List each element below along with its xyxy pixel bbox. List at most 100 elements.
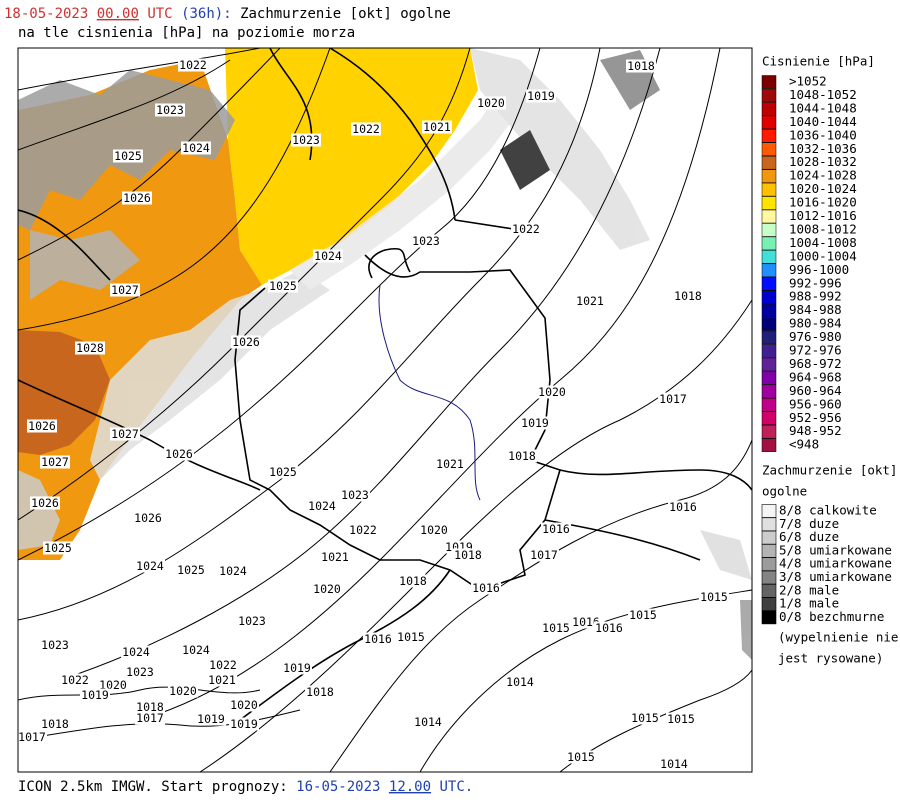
- pressure-legend-label: 1044-1048: [789, 100, 857, 115]
- isobar-label-bg: [526, 89, 556, 103]
- isobar-label-bg: [98, 678, 128, 692]
- pressure-swatch: [761, 330, 777, 345]
- isobar-label: 1024: [122, 645, 150, 659]
- isobar-label-bg: [396, 630, 426, 644]
- isobar-label: 1021: [321, 550, 349, 564]
- isobar-label-bg: [207, 673, 237, 687]
- isobar-label: 1015: [567, 750, 595, 764]
- pressure-swatch: [761, 317, 777, 331]
- isobar-label-bg: [626, 59, 656, 73]
- map-subtitle: na tle cisnienia [hPa] na poziomie morza: [18, 25, 355, 41]
- cloud-swatch: [761, 544, 777, 558]
- isobar-label-bg: [135, 711, 165, 725]
- pressure-swatch: [761, 438, 777, 452]
- isobar-label: 1022: [512, 222, 540, 236]
- isobar-label-bg: [666, 712, 696, 726]
- pressure-swatch: [761, 344, 777, 358]
- pressure-legend-label: 980-984: [789, 316, 842, 331]
- cloud-legend-label: 2/8 male: [779, 582, 839, 597]
- isobar-label-bg: [320, 550, 350, 564]
- isobar-label-bg: [419, 523, 449, 537]
- isobar-label: 1018: [508, 449, 536, 463]
- isobar-label-bg: [340, 488, 370, 502]
- pressure-area-1020: [225, 48, 478, 285]
- isobar-label: 1020: [477, 96, 505, 110]
- isobar-label: 1026: [31, 496, 59, 510]
- isobar-label: 1021: [576, 294, 604, 308]
- isobar-label: 1019: [81, 688, 109, 702]
- pressure-legend-label: 972-976: [789, 343, 842, 358]
- pressure-swatch: [761, 263, 777, 278]
- pressure-swatch: [761, 115, 777, 130]
- isobar-label-bg: [218, 564, 248, 578]
- pressure-legend-label: 964-968: [789, 369, 842, 384]
- isobar-label: 1020: [169, 684, 197, 698]
- isobar-label: 1024: [182, 141, 210, 155]
- isobar-label: 1024: [182, 643, 210, 657]
- isobar-label: 1015: [629, 608, 657, 622]
- isobar-label-bg: [529, 548, 559, 562]
- isobar-label-bg: [307, 499, 337, 513]
- isobar-label: 1025: [114, 149, 142, 163]
- isobar-label-bg: [505, 675, 535, 689]
- isobar-label: 1015: [700, 590, 728, 604]
- cloud-legend-label: 8/8 calkowite: [779, 503, 877, 518]
- start-hour: 12.00: [389, 779, 431, 795]
- isobar-label-bg: [181, 141, 211, 155]
- isobar-label: 1024: [314, 249, 342, 263]
- isobar-label: 1022: [349, 523, 377, 537]
- isobar-label: 1019: [521, 416, 549, 430]
- isobar-label: 1025: [44, 541, 72, 555]
- cloud-swatch: [761, 610, 777, 625]
- pressure-swatch: [761, 384, 777, 399]
- isobar-label: 1022: [61, 673, 89, 687]
- pressure-legend-label: 988-992: [789, 289, 842, 304]
- isobar-label: 1014: [660, 757, 688, 771]
- cloud-swatch: [761, 583, 777, 598]
- isobar-label: 1018: [627, 59, 655, 73]
- start-tz: UTC.: [439, 779, 473, 795]
- pressure-legend-label: 1020-1024: [789, 181, 857, 196]
- isobar-label: 1015: [631, 711, 659, 725]
- isobar-label-bg: [268, 279, 298, 293]
- forecast-tz: UTC: [147, 6, 172, 22]
- isobar-label: 1025: [269, 279, 297, 293]
- pressure-legend-title: Cisnienie [hPa]: [762, 54, 875, 69]
- pressure-legend-label: >1052: [789, 74, 827, 89]
- pressure-swatch: [761, 182, 777, 197]
- pressure-legend-label: 976-980: [789, 329, 842, 344]
- isobar-label-bg: [282, 661, 312, 675]
- isobar-label: 1017: [136, 711, 164, 725]
- lead-time: (36h):: [181, 6, 232, 22]
- isobar-label: 1026: [123, 191, 151, 205]
- isobar-label-bg: [348, 523, 378, 537]
- isobar-label-bg: [125, 665, 155, 679]
- pressure-legend-label: 956-960: [789, 396, 842, 411]
- isobar-label: 1023: [126, 665, 154, 679]
- isobar-label-bg: [571, 615, 601, 629]
- isobar-label-bg: [507, 449, 537, 463]
- isobar-label: 1023: [41, 638, 69, 652]
- isobar-label-bg: [40, 717, 70, 731]
- isobar-label: 1020: [420, 523, 448, 537]
- isobar-label-bg: [80, 688, 110, 702]
- map-title: Zachmurzenie [okt] ogolne: [240, 6, 451, 22]
- isobar-label-bg: [40, 455, 70, 469]
- cloud-swatch: [761, 597, 777, 611]
- pressure-legend-label: 948-952: [789, 423, 842, 438]
- cloud-legend-label: 0/8 bezchmurne: [779, 609, 884, 624]
- isobar-label-bg: [164, 447, 194, 461]
- cloud-swatch: [761, 504, 777, 518]
- isobar-label: 1016: [595, 621, 623, 635]
- isobar-label: 1019: [283, 661, 311, 675]
- isobar-label: 1022: [209, 658, 237, 672]
- pressure-swatch: [761, 357, 777, 372]
- isobar-label-bg: [453, 548, 483, 562]
- pressure-legend-label: <948: [789, 437, 819, 452]
- isobar-label-bg: [40, 638, 70, 652]
- pressure-legend-label: 1004-1008: [789, 235, 857, 250]
- isobar-label: 1021: [208, 673, 236, 687]
- isobar-label: 1023: [341, 488, 369, 502]
- pressure-swatch: [761, 277, 777, 291]
- isobar-label-bg: [30, 496, 60, 510]
